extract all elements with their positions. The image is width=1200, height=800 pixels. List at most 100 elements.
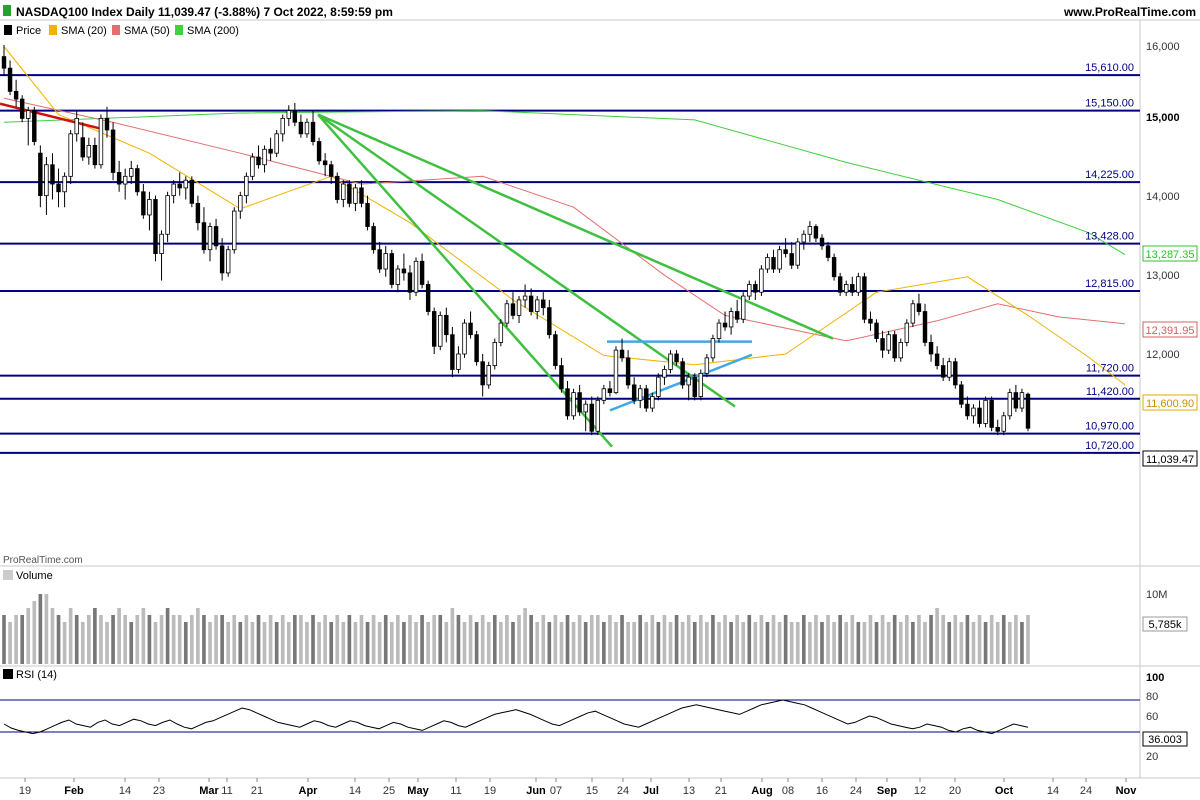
volume-bar — [577, 615, 582, 664]
candle-body — [159, 233, 164, 254]
candle-body — [759, 268, 764, 293]
sma50-value: 12,391.95 — [1146, 325, 1195, 337]
rsi-tick: 20 — [1146, 751, 1158, 763]
volume-bar — [947, 622, 952, 664]
volume-bar — [626, 622, 630, 664]
candle-body — [371, 226, 376, 251]
volume-bar — [614, 622, 618, 664]
volume-bar — [153, 622, 158, 664]
volume-label: Volume — [16, 570, 53, 582]
x-tick-label: 20 — [949, 785, 961, 797]
x-tick-label: 13 — [683, 785, 695, 797]
x-tick-label: 21 — [251, 785, 263, 797]
volume-bar — [14, 615, 18, 664]
candle-body — [534, 299, 540, 312]
volume-bar — [868, 615, 873, 664]
level-label: 10,970.00 — [1085, 421, 1134, 433]
volume-bar — [474, 622, 479, 664]
volume-bar — [68, 608, 73, 664]
volume-bar — [323, 615, 327, 664]
volume-bar — [226, 622, 231, 664]
volume-bar — [62, 622, 67, 664]
volume-bar — [553, 615, 558, 664]
candle-body — [504, 303, 510, 324]
candle-body — [971, 407, 976, 417]
x-tick-label: 19 — [484, 785, 496, 797]
candle-body — [122, 175, 128, 185]
candle-body — [1025, 393, 1031, 429]
candle-body — [898, 342, 903, 359]
candle-body — [7, 67, 13, 92]
volume-bar — [692, 622, 697, 664]
candle-body — [680, 361, 685, 386]
rsi-icon — [3, 669, 13, 679]
candle-body — [225, 249, 231, 274]
candle-body — [856, 276, 861, 293]
volume-plot — [2, 594, 1030, 664]
x-tick-label: 24 — [850, 785, 862, 797]
x-tick-label: Feb — [64, 785, 84, 797]
price-axis: 16,000 15,000 14,000 13,000 12,000 — [1146, 41, 1180, 361]
volume-bar — [747, 615, 752, 664]
candle-body — [783, 249, 788, 254]
volume-bar — [965, 615, 970, 664]
volume-bar — [814, 615, 818, 664]
volume-bar — [20, 615, 24, 664]
legend-sma50-swatch — [112, 25, 120, 35]
site-link[interactable]: www.ProRealTime.com — [1063, 5, 1196, 19]
volume-bar — [147, 615, 152, 664]
level-labels: 15,610.00 15,150.00 14,225.00 13,428.00 12,8… — [1085, 62, 1134, 452]
volume-bar — [286, 622, 291, 664]
candle-body — [637, 388, 643, 401]
volume-bar — [280, 615, 285, 664]
candle-body — [728, 311, 734, 328]
candle-body — [201, 222, 207, 251]
candle-body — [365, 202, 370, 227]
rsi-axis: 100 80 60 40 20 — [1146, 672, 1164, 763]
candle-body — [983, 399, 988, 424]
candle-body — [68, 133, 73, 177]
candle-body — [256, 156, 261, 166]
candle-body — [922, 311, 928, 343]
x-tick-label: 07 — [550, 785, 562, 797]
volume-value: 5,785k — [1148, 619, 1182, 631]
volume-bar — [971, 622, 976, 664]
volume-bar — [1020, 622, 1024, 664]
candle-body — [110, 129, 116, 173]
candle-body — [583, 403, 588, 413]
x-tick-label: 23 — [153, 785, 165, 797]
chart-title: NASDAQ100 Index Daily 11,039.47 (-3.88%)… — [16, 5, 393, 19]
volume-bar — [238, 622, 243, 664]
volume-bar — [535, 622, 540, 664]
x-tick-label: Oct — [995, 785, 1014, 797]
candle-body — [716, 322, 722, 339]
candle-body — [734, 311, 740, 320]
candle-body — [789, 253, 794, 266]
candle-body — [795, 241, 800, 266]
volume-bar — [426, 622, 430, 664]
volume-bar — [468, 615, 473, 664]
volume-bar — [783, 615, 788, 664]
volume-bar — [56, 615, 61, 664]
candle-body — [86, 145, 92, 158]
volume-bar — [202, 615, 206, 664]
volume-bar — [450, 608, 455, 664]
candle-body — [310, 121, 316, 142]
candle-body — [189, 179, 195, 204]
legend-sma50-label: SMA (50) — [124, 25, 170, 37]
rsi-tick: 100 — [1146, 672, 1164, 684]
volume-bar — [686, 615, 691, 664]
volume-bar — [74, 615, 79, 664]
volume-bar — [299, 615, 303, 664]
candle-body — [407, 272, 413, 293]
candle-body — [498, 322, 504, 343]
volume-bar — [862, 622, 867, 664]
candle-body — [474, 334, 479, 363]
x-tick-label: 14 — [119, 785, 131, 797]
candle-body — [286, 110, 291, 119]
volume-bar — [801, 615, 806, 664]
volume-bar — [365, 622, 370, 664]
volume-bar — [93, 608, 97, 664]
rsi-label: RSI (14) — [16, 669, 57, 681]
volume-bar — [129, 622, 134, 664]
